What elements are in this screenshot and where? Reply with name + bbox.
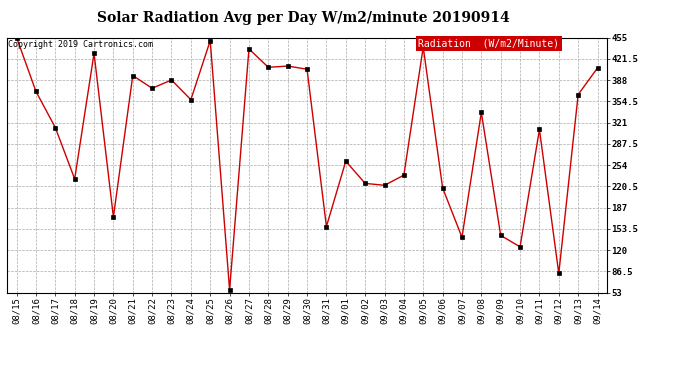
Text: Copyright 2019 Cartronics.com: Copyright 2019 Cartronics.com	[8, 40, 152, 49]
Text: Radiation  (W/m2/Minute): Radiation (W/m2/Minute)	[418, 39, 559, 49]
Text: Solar Radiation Avg per Day W/m2/minute 20190914: Solar Radiation Avg per Day W/m2/minute …	[97, 11, 510, 25]
